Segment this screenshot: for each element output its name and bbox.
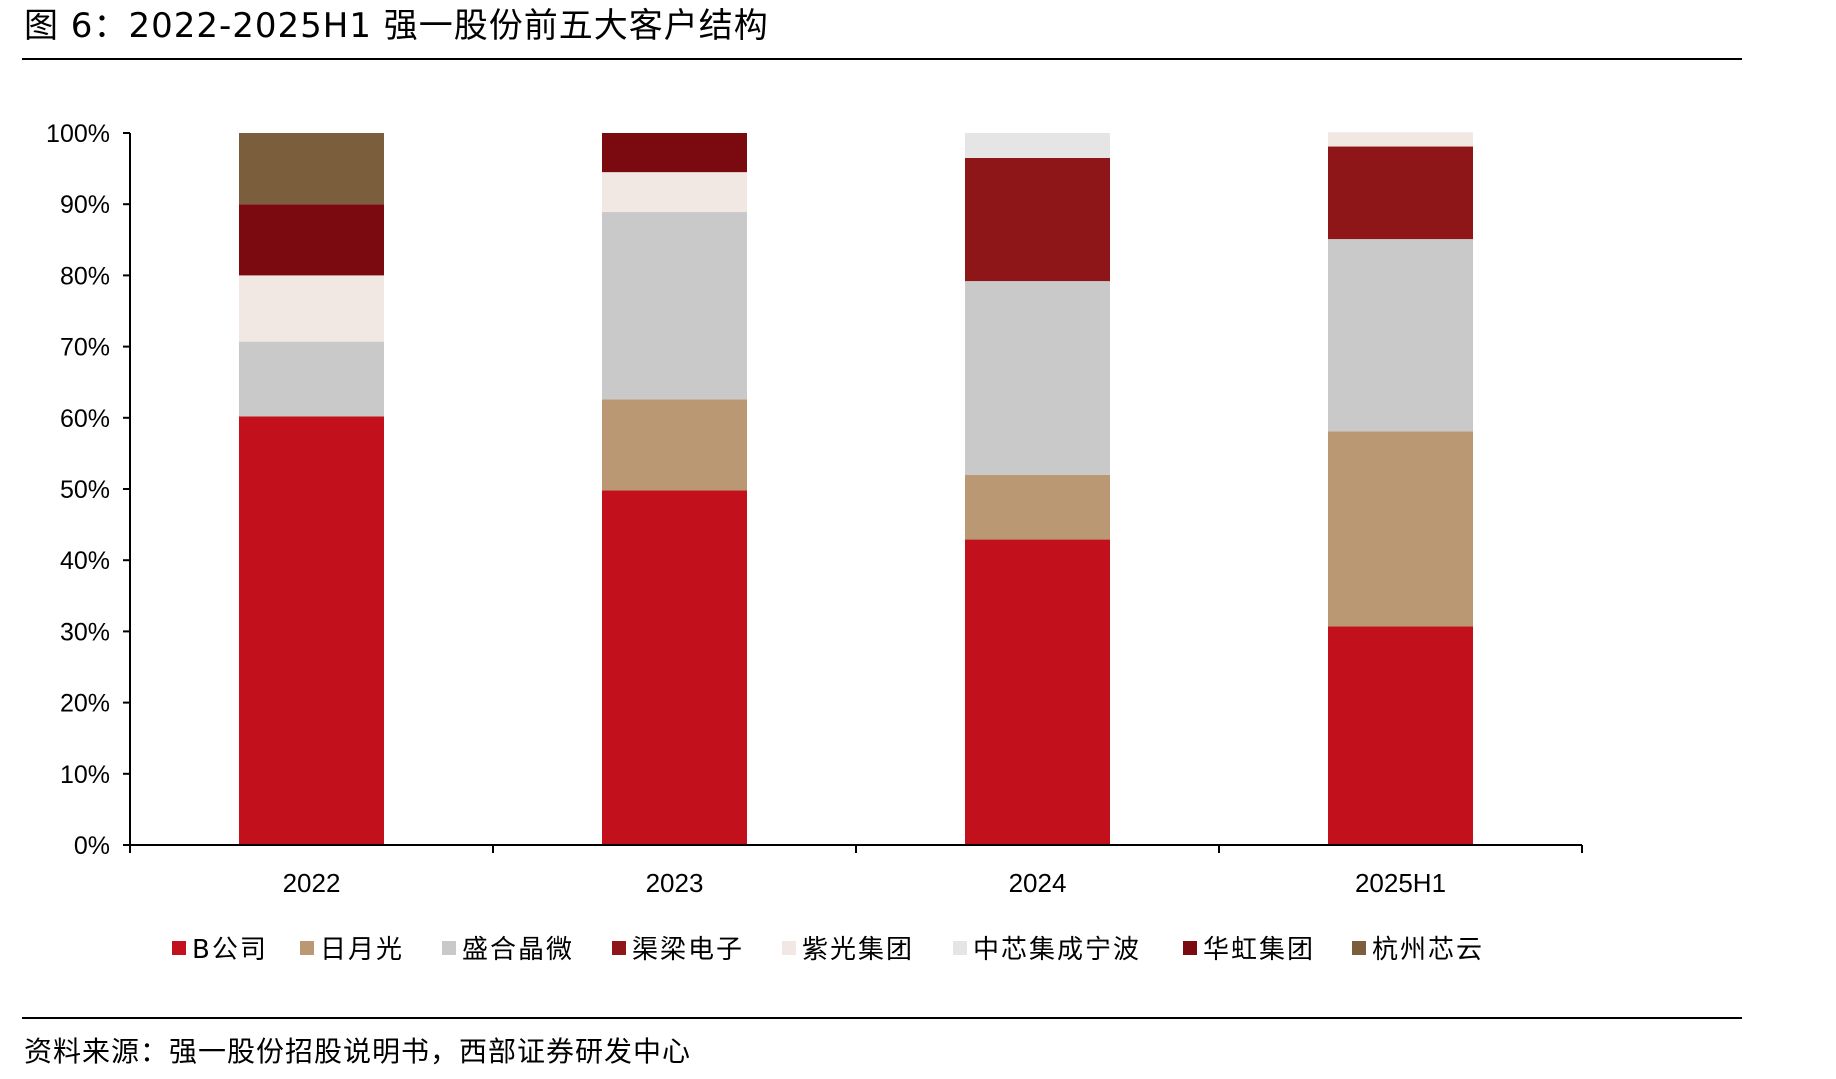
source-note: 资料来源：强一股份招股说明书，西部证券研发中心 (24, 1035, 692, 1068)
y-tick-label: 0% (74, 832, 110, 860)
stacked-bar-chart: 0%10%20%30%40%50%60%70%80%90%100% 2022 20… (46, 120, 1583, 965)
legend-swatch (300, 941, 314, 955)
x-axis: 2022 2023 2024 2025H1 (129, 844, 1583, 898)
legend-label: 华虹集团 (1203, 935, 1315, 965)
legend-swatch (442, 941, 456, 955)
top-rule (22, 58, 1742, 60)
bar-segment (602, 133, 747, 173)
bar-segment (1328, 239, 1473, 432)
legend-label: 日月光 (320, 935, 404, 965)
bar-segment (602, 399, 747, 491)
legend-label: B公司 (192, 935, 268, 965)
legend-swatch (953, 941, 967, 955)
bottom-rule (22, 1017, 1742, 1019)
y-tick-label: 30% (60, 618, 110, 646)
legend-label: 盛合晶微 (462, 935, 574, 965)
bar-segment (965, 281, 1110, 475)
x-tick-label: 2025H1 (1355, 868, 1446, 898)
bar-segment (239, 133, 384, 205)
legend-label: 中芯集成宁波 (973, 935, 1141, 965)
legend-label: 杭州芯云 (1372, 935, 1484, 965)
legend-swatch (172, 941, 186, 955)
bar-segment (1328, 431, 1473, 627)
y-tick-label: 40% (60, 547, 110, 575)
bar-segment (602, 172, 747, 213)
x-tick-label: 2024 (1009, 868, 1067, 898)
legend-label: 渠梁电子 (632, 935, 744, 965)
bar-segment (1328, 146, 1473, 240)
y-tick-label: 60% (60, 405, 110, 433)
x-tick-label: 2022 (283, 868, 341, 898)
x-tick-label: 2023 (646, 868, 704, 898)
y-tick-label: 20% (60, 690, 110, 718)
y-tick-label: 100% (46, 120, 110, 148)
figure-title: 图 6：2022-2025H1 强一股份前五大客户结构 (24, 6, 769, 46)
legend-swatch (1352, 941, 1366, 955)
bar-segment (1328, 132, 1473, 147)
bar-segment (965, 474, 1110, 540)
bar-segment (1328, 626, 1473, 845)
bar-segment (239, 341, 384, 417)
y-tick-label: 50% (60, 476, 110, 504)
bar-segment (965, 133, 1110, 158)
y-tick-label: 80% (60, 262, 110, 290)
bar-segment (239, 275, 384, 342)
legend-swatch (1183, 941, 1197, 955)
y-tick-label: 70% (60, 334, 110, 362)
bar-segment (602, 212, 747, 400)
y-tick-label: 90% (60, 191, 110, 219)
bars-group (239, 132, 1473, 845)
y-tick-label: 10% (60, 761, 110, 789)
bar-segment (965, 157, 1110, 282)
bar-segment (239, 204, 384, 276)
y-axis: 0% 10% 20% 30% 40% 50% 60% 70% 80% 90% 100% (46, 120, 131, 860)
bar-segment (239, 416, 384, 845)
legend-swatch (612, 941, 626, 955)
legend: B公司 日月光 盛合晶微 渠梁电子 紫光集团 中芯集成宁波 华虹集团 杭州芯云 (172, 935, 1484, 965)
legend-label: 紫光集团 (802, 935, 914, 965)
bar-segment (965, 539, 1110, 845)
bar-segment (602, 490, 747, 845)
legend-swatch (782, 941, 796, 955)
